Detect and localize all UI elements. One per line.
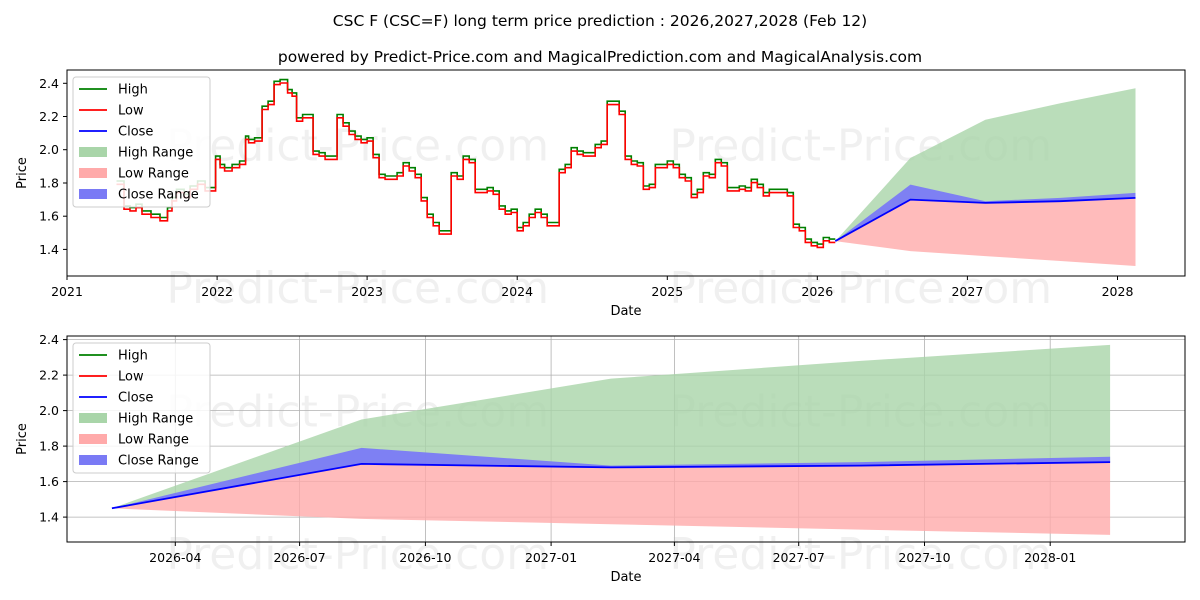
x-tick-label: 2026-07 [273,550,325,565]
y-tick-label: 1.8 [39,176,59,191]
legend-box [72,342,211,474]
x-tick-label: 2025 [651,284,683,299]
y-tick-label: 2.0 [39,142,59,157]
legend-label: Close Range [118,454,199,469]
legend-label: Close Range [118,188,199,203]
x-tick-label: 2027-04 [648,550,700,565]
legend-label: High [118,83,148,98]
low-series-line [116,82,836,249]
legend-patch-swatch [79,455,107,465]
y-tick-label: 1.4 [39,242,59,257]
panel-long-term: Predict-Price.com Predict-Price.com Predic… [15,69,1186,319]
x-tick-label: 2022 [201,284,233,299]
watermark: Predict-Price.com [166,529,549,580]
high-range-area [111,344,1111,509]
legend-patch-swatch [79,189,107,199]
legend-label: Low [118,370,144,385]
legend-label: Low Range [118,433,189,448]
y-tick-label: 1.4 [39,510,59,525]
x-tick-label: 2026-04 [149,550,201,565]
y-tick-label: 2.0 [39,403,59,418]
plot-frame [66,69,1186,277]
watermark: Predict-Price.com [166,263,549,314]
data-layer [111,344,1111,535]
legend-label: Low [118,104,144,119]
x-tick-label: 2026 [801,284,833,299]
x-tick-label: 2026-10 [399,550,451,565]
y-tick-label: 2.2 [39,109,59,124]
high-range-area [835,88,1136,242]
legend-label: High [118,349,148,364]
low-range-area [835,197,1136,266]
x-tick-label: 2024 [501,284,533,299]
x-axis-label: Date [610,570,641,585]
x-tick-label: 2028-01 [1024,550,1076,565]
legend-label: High Range [118,146,193,161]
legend-patch-swatch [79,168,107,178]
legend-label: Close [118,391,153,406]
watermark: Predict-Price.com [669,263,1052,314]
legend-patch-swatch [79,434,107,444]
x-tick-label: 2021 [51,284,83,299]
legend-patch-swatch [79,413,107,423]
y-tick-label: 2.2 [39,368,59,383]
y-tick-label: 1.6 [39,474,59,489]
y-tick-label: 2.4 [39,332,59,347]
x-tick-label: 2027-01 [525,550,577,565]
plot-frame [66,335,1186,543]
chart-title: CSC F (CSC=F) long term price prediction… [333,12,867,30]
y-tick-label: 2.4 [39,76,59,91]
close-series-line [111,461,1111,510]
y-axis-label: Price [15,423,30,455]
x-tick-label: 2027 [951,284,983,299]
chart-subtitle: powered by Predict-Price.com and Magical… [278,48,922,66]
high-series-line [116,78,836,245]
legend-label: Close [118,125,153,140]
close-series-line [834,197,1136,242]
x-tick-label: 2027-10 [898,550,950,565]
legend-label: High Range [118,412,193,427]
y-tick-label: 1.8 [39,439,59,454]
watermark: Predict-Price.com [669,529,1052,580]
x-tick-label: 2027-07 [773,550,825,565]
y-tick-label: 1.6 [39,209,59,224]
data-layer [116,78,1136,266]
watermark: Predict-Price.com [166,121,549,172]
x-tick-label: 2028 [1102,284,1134,299]
low-range-area [111,462,1111,535]
x-tick-label: 2023 [351,284,383,299]
legend-box [72,76,211,208]
legend-patch-swatch [79,147,107,157]
y-axis-label: Price [15,157,30,189]
x-axis-label: Date [610,304,641,319]
legend-label: Low Range [118,167,189,182]
